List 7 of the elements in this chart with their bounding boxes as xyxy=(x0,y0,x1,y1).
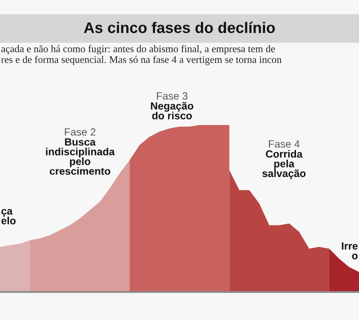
annotation: Irre o xyxy=(342,242,358,260)
text: Fase 3 Negação do risco xyxy=(150,92,194,120)
annotation: ça elo xyxy=(1,208,16,224)
chart-title: As cinco fases do declínio xyxy=(84,22,275,34)
chart-subtitle: açada e não há como fugir: antes do abismo final, a empresa tem de res e de forma sequencial. Mas só na fase 4 a vertigem se torna incon xyxy=(1,45,282,66)
annotation: Fase 2 Busca indisciplinada pelo crescimento xyxy=(46,128,115,175)
annotation: Fase 4 Corrida pela salvação xyxy=(262,140,306,180)
